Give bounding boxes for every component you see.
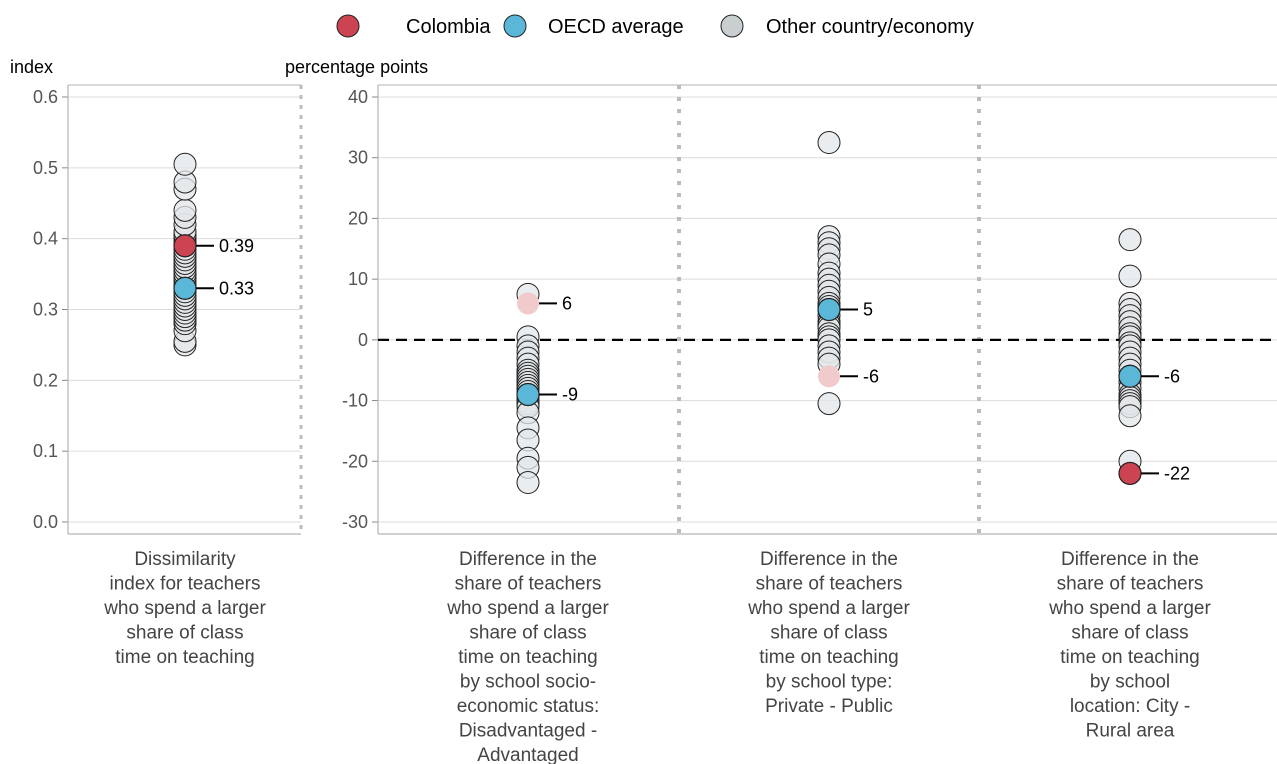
category-label-line: who spend a larger <box>1048 598 1211 619</box>
category-label-line: by school type: <box>766 672 893 693</box>
category-label-line: Rural area <box>1086 721 1175 742</box>
y-tick-label: -20 <box>342 451 368 471</box>
y-tick-label: 0.0 <box>33 512 58 532</box>
colombia-value-label: -22 <box>1164 463 1190 483</box>
y-tick-label: 40 <box>348 87 368 107</box>
legend-marker <box>336 14 360 38</box>
category-label-line: Disadvantaged - <box>459 721 597 742</box>
category-label-line: Difference in the <box>459 549 597 570</box>
category-label-line: time on teaching <box>458 647 597 668</box>
colombia-value-label: -6 <box>863 366 879 386</box>
category-label-line: Difference in the <box>1061 549 1199 570</box>
category-label-line: share of class <box>1071 623 1188 644</box>
oecd-average-point <box>817 297 841 322</box>
legend: Colombia OECD average Other country/econom… <box>336 14 974 38</box>
oecd-average-point <box>1118 364 1142 388</box>
y-tick-label: 10 <box>348 269 368 289</box>
legend-marker <box>503 14 527 38</box>
other-country-point <box>817 392 841 416</box>
other-country-point <box>1118 404 1142 428</box>
left-y-axis-title: index <box>10 57 53 77</box>
category-label-line: share of teachers <box>455 574 602 595</box>
oecd-value-label: 0.33 <box>219 278 254 298</box>
category-label-line: who spend a larger <box>446 598 609 619</box>
y-tick-label: 0.6 <box>33 87 58 107</box>
oecd-value-label: -6 <box>1164 366 1180 386</box>
colombia-point <box>1118 461 1142 486</box>
y-tick-label: 0 <box>358 330 368 350</box>
other-country-point <box>1118 228 1142 252</box>
category-label-line: index for teachers <box>109 574 260 595</box>
legend-label: OECD average <box>548 16 684 38</box>
other-country-point <box>1118 264 1142 288</box>
category-label-line: by school <box>1090 672 1170 693</box>
y-tick-label: -30 <box>342 512 368 532</box>
category-label-line: time on teaching <box>1060 647 1199 668</box>
right-panel: -30 -20 -10 0 10 20 30 40 6 -9 Difference in the sh… <box>342 84 1277 764</box>
y-tick-label: 0.5 <box>33 158 58 178</box>
category-label-line: time on teaching <box>115 647 254 668</box>
category-label-line: share of class <box>126 623 243 644</box>
left-panel: 0.0 0.1 0.2 0.3 0.4 0.5 0.6 0.39 0.33 Dissimilari… <box>33 84 303 668</box>
other-country-point <box>173 198 197 222</box>
category-label-line: Dissimilarity <box>134 549 236 570</box>
y-tick-label: 20 <box>348 208 368 228</box>
category-label-line: who spend a larger <box>103 598 266 619</box>
y-tick-label: 0.1 <box>33 441 58 461</box>
category-label-line: location: City - <box>1070 696 1190 717</box>
oecd-value-label: -9 <box>562 385 578 405</box>
y-tick-label: 0.4 <box>33 229 58 249</box>
category-label-line: share of teachers <box>756 574 903 595</box>
oecd-average-point <box>173 276 197 300</box>
category-label-line: share of class <box>770 623 887 644</box>
legend-label: Other country/economy <box>766 16 974 38</box>
other-country-point <box>173 152 197 176</box>
oecd-value-label: 5 <box>863 300 873 320</box>
category-label-line: Private - Public <box>765 696 893 717</box>
category-label-line: share of class <box>469 623 586 644</box>
colombia-value-label: 0.39 <box>219 236 254 256</box>
other-country-point <box>817 131 841 155</box>
y-tick-label: 30 <box>348 148 368 168</box>
other-country-point <box>516 471 540 495</box>
legend-label: Colombia <box>406 16 491 38</box>
category-label-line: by school socio- <box>460 672 596 693</box>
colombia-value-label: 6 <box>562 293 572 313</box>
category-label-line: Difference in the <box>760 549 898 570</box>
y-tick-label: -10 <box>342 391 368 411</box>
oecd-average-point <box>516 382 540 407</box>
legend-marker <box>720 14 744 38</box>
colombia-point <box>173 234 197 258</box>
right-y-axis-title: percentage points <box>285 57 428 77</box>
category-label-line: Advantaged <box>477 745 578 764</box>
category-label-line: time on teaching <box>759 647 898 668</box>
category-label-line: economic status: <box>457 696 600 717</box>
y-tick-label: 0.3 <box>33 300 58 320</box>
colombia-point <box>818 365 840 388</box>
category-label-line: who spend a larger <box>747 598 910 619</box>
colombia-point <box>517 292 539 315</box>
y-tick-label: 0.2 <box>33 370 58 390</box>
category-label-line: share of teachers <box>1057 574 1204 595</box>
